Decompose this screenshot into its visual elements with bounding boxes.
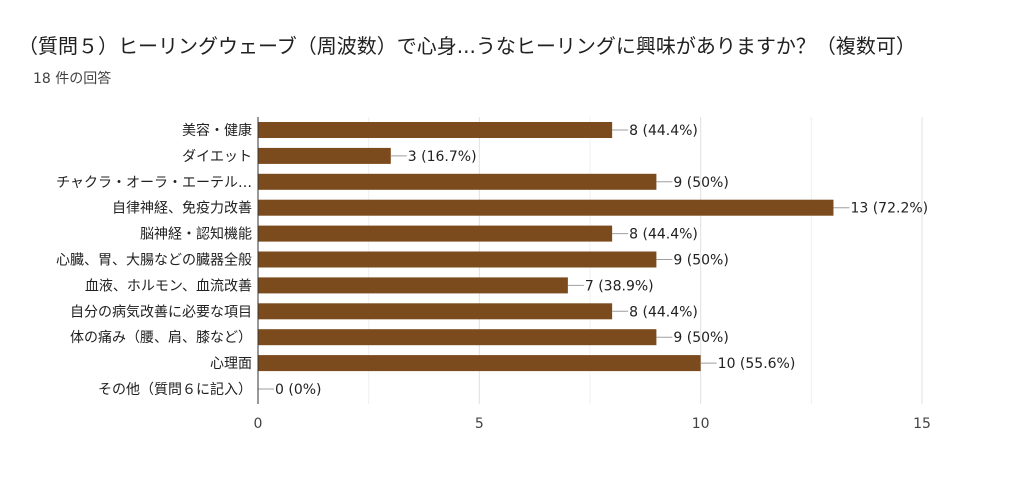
category-label: 体の痛み（腰、肩、膝など） [70,329,252,346]
value-label: 8 (44.4%) [629,304,698,320]
bar [258,147,391,164]
value-label: 13 (72.2%) [850,201,928,217]
bar [258,199,834,216]
x-tick-label: 0 [254,416,263,432]
response-count: 18 件の回答 [33,71,112,87]
value-label: 9 (50%) [673,175,728,191]
value-label: 7 (38.9%) [585,278,654,294]
value-label: 10 (55.6%) [718,356,796,372]
category-label: 心理面 [210,356,252,372]
bar [258,355,701,372]
value-label: 3 (16.7%) [408,149,477,165]
bar [258,277,568,294]
value-label: 9 (50%) [673,253,728,269]
category-label: その他（質問６に記入） [98,381,252,398]
value-label: 8 (44.4%) [629,123,698,139]
chart-title: （質問５）ヒーリングウェーブ（周波数）で心身...うなヒーリングに興味があります… [18,34,916,58]
category-label: 自律神経、免疫力改善 [112,201,252,217]
category-label: 血液、ホルモン、血流改善 [85,278,252,294]
category-label: 脳神経・認知機能 [140,226,252,243]
x-tick-label: 10 [692,416,710,432]
bar [258,173,657,190]
bar [258,251,657,268]
value-label: 9 (50%) [673,330,728,346]
bar [258,225,613,242]
x-tick-label: 15 [913,416,931,432]
x-tick-label: 5 [475,416,484,432]
category-label: 自分の病気改善に必要な項目 [70,304,252,320]
category-label: 美容・健康 [182,122,252,139]
value-label: 8 (44.4%) [629,227,698,243]
bar [258,329,657,346]
category-label: 心臓、胃、大腸などの臓器全般 [56,252,252,269]
category-label: チャクラ・オーラ・エーテル… [56,175,252,191]
bar [258,122,613,138]
bar [258,303,613,320]
category-label: ダイエット [182,149,252,165]
value-label: 0 (0%) [275,382,322,398]
